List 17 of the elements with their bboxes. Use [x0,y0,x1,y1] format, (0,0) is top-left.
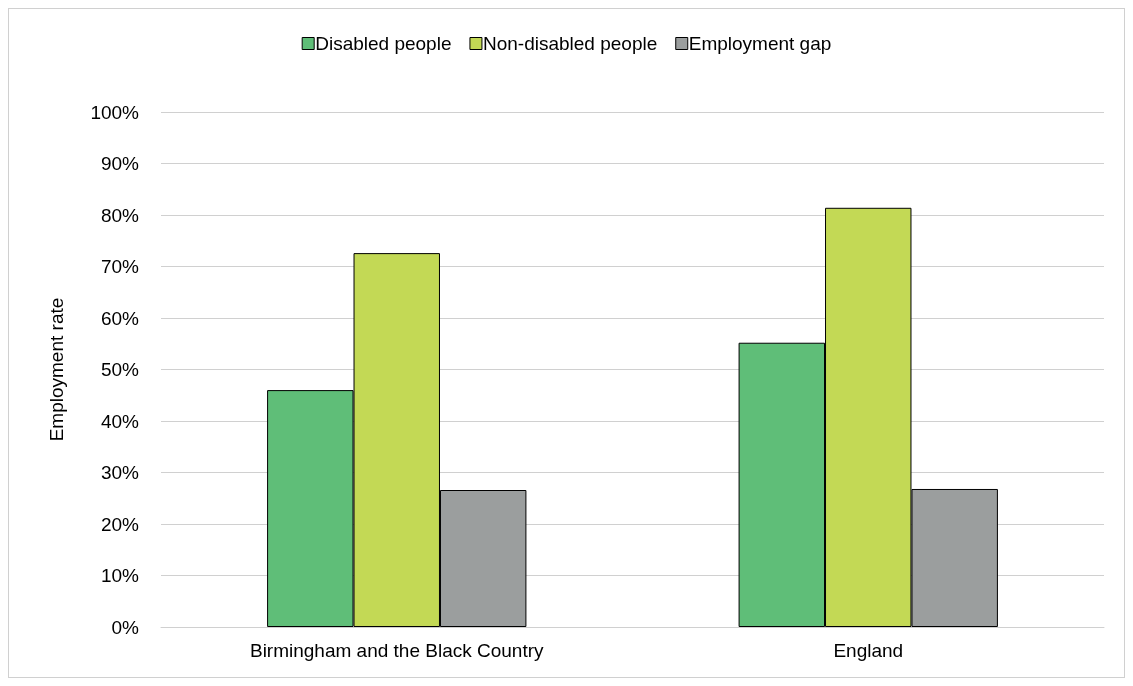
y-tick-label: 80% [100,204,140,226]
y-tick-label: 40% [100,410,140,432]
y-tick-label: 50% [100,359,140,380]
y-tick-label: 100% [90,101,140,123]
legend-label: Employment gap [688,33,832,54]
x-tick-label: England [833,640,904,661]
y-tick-label: 90% [100,153,140,174]
y-tick-label: 70% [100,256,140,277]
y-axis-title: Employment rate [46,297,67,442]
legend-label: Disabled people [315,33,452,54]
y-tick-label: 10% [100,565,140,586]
y-tick-label: 20% [100,513,140,535]
y-tick-label: 30% [100,462,140,483]
y-tick-label: 60% [100,307,140,329]
legend-label: Non-disabled people [482,33,658,54]
x-tick-label: Birmingham and the Black Country [249,640,545,661]
y-tick-label: 0% [111,616,140,638]
